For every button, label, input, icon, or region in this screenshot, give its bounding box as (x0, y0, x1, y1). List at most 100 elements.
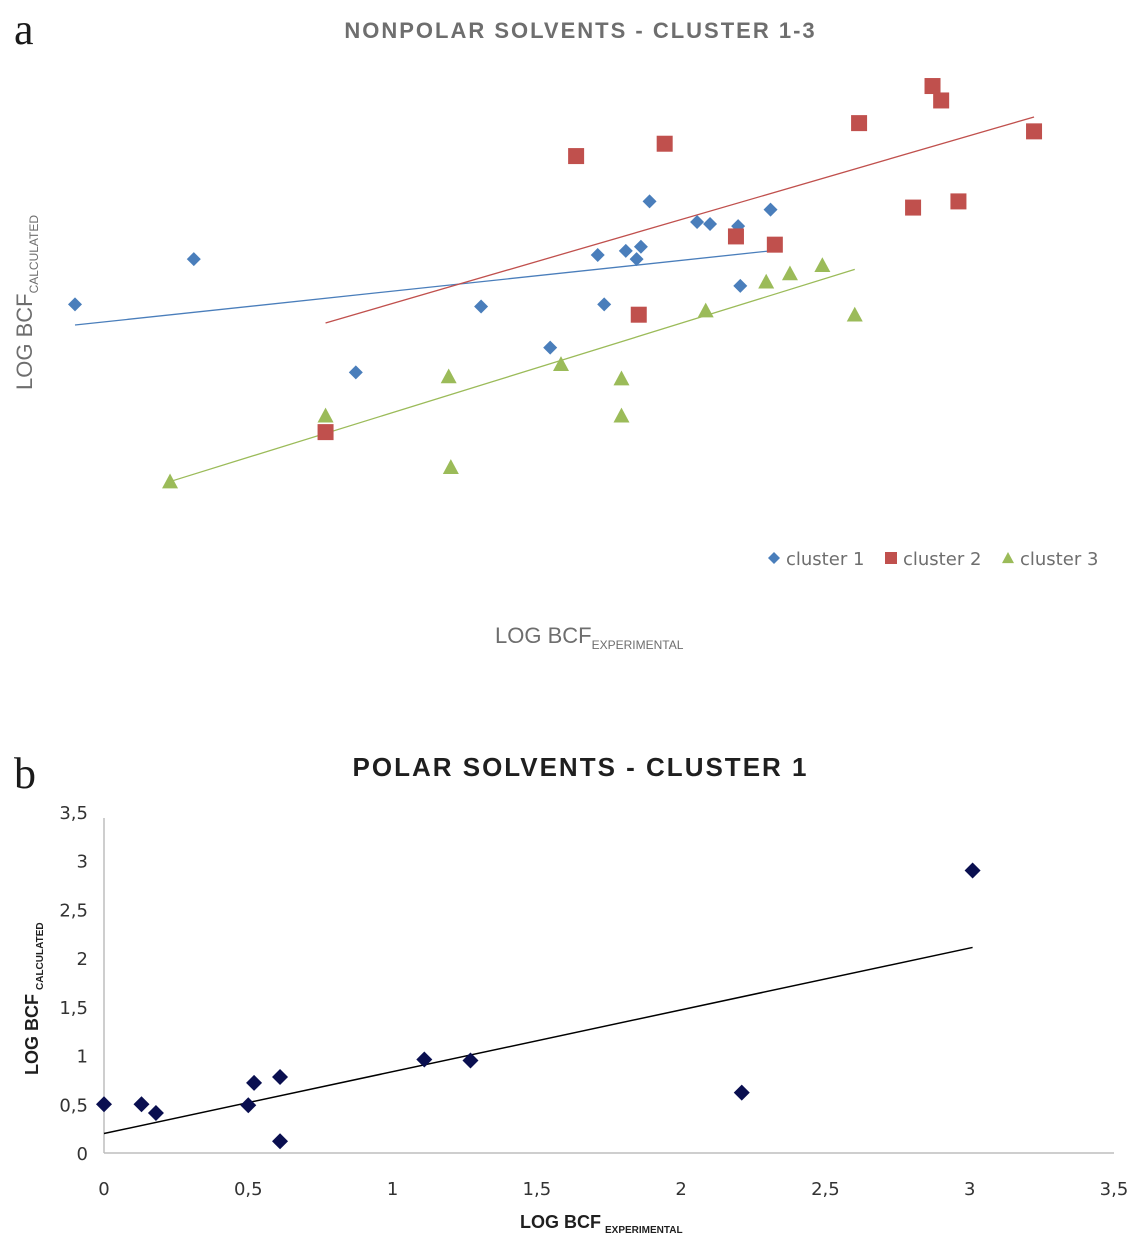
x-tick-label: 1,5 (523, 1179, 552, 1200)
legend-label-cluster-3: cluster 3 (1020, 549, 1098, 570)
x-tick-label: 2,5 (811, 1179, 840, 1200)
chart-a-points (68, 78, 1043, 489)
x-tick-label: 1 (387, 1179, 398, 1200)
chart-a-title: NONPOLAR SOLVENTS - CLUSTER 1-3 (344, 18, 817, 43)
data-point-cluster-3 (697, 302, 714, 318)
chart-a: cluster 1 cluster 2 cluster 3 LOG BCFEXPER… (12, 78, 1098, 652)
chart-b-y-axis-label-sub: CALCULATED (35, 922, 46, 990)
data-point-cluster-3 (613, 407, 630, 423)
data-point-cluster-2 (568, 148, 585, 165)
chart-b-y-axis-label-main: LOG BCF (22, 994, 42, 1075)
data-point-cluster-1 (733, 278, 748, 293)
data-point-cluster-3 (846, 306, 863, 322)
data-point-cluster-1 (186, 252, 201, 267)
data-point-cluster-2 (950, 193, 967, 210)
data-point-cluster-3 (440, 368, 457, 384)
panel-label-a: a (14, 5, 34, 54)
data-point-cluster-2 (727, 228, 744, 245)
data-point (147, 1105, 164, 1122)
chart-a-y-axis-label-main: LOG BCF (12, 293, 37, 390)
data-point (964, 862, 981, 879)
data-point-cluster-1 (633, 239, 648, 254)
data-point (240, 1097, 257, 1114)
data-point (133, 1096, 150, 1113)
trendline-cluster-3 (169, 268, 855, 483)
x-tick-label: 3 (964, 1179, 975, 1200)
y-tick-label: 3,5 (59, 803, 88, 824)
data-point-cluster-2 (851, 115, 868, 132)
chart-b-points (96, 862, 981, 1150)
data-point-cluster-2 (905, 199, 922, 216)
y-tick-label: 3 (77, 852, 88, 873)
panel-label-b: b (14, 749, 36, 798)
data-point (96, 1096, 112, 1113)
chart-b-y-axis-label: LOG BCF CALCULATED (22, 922, 46, 1075)
data-point-cluster-1 (348, 365, 363, 380)
trendline (103, 946, 973, 1135)
data-point-cluster-1 (543, 340, 558, 355)
data-point-cluster-3 (442, 459, 459, 474)
data-point-cluster-2 (317, 424, 334, 441)
y-tick-label: 1,5 (59, 998, 88, 1019)
data-point-cluster-3 (814, 257, 831, 273)
y-tick-label: 1 (77, 1047, 88, 1068)
data-point-cluster-3 (317, 407, 334, 423)
data-point-cluster-1 (642, 194, 657, 209)
data-point-cluster-1 (474, 299, 489, 314)
chart-a-legend: cluster 1 cluster 2 cluster 3 (768, 549, 1098, 570)
data-point-cluster-1 (590, 247, 605, 262)
y-tick-label: 2,5 (59, 900, 88, 921)
data-point-cluster-1 (68, 297, 82, 312)
data-point-cluster-1 (703, 217, 718, 232)
data-point-cluster-2 (924, 78, 941, 95)
chart-a-trendlines (74, 116, 1035, 483)
data-point (733, 1084, 750, 1101)
y-tick-label: 0,5 (59, 1095, 88, 1116)
data-point (272, 1069, 289, 1086)
data-point-cluster-1 (690, 215, 705, 229)
legend-marker-cluster-2 (885, 552, 897, 564)
legend-marker-cluster-1 (768, 552, 780, 564)
y-tick-label: 2 (77, 949, 88, 970)
data-point-cluster-3 (613, 370, 630, 386)
legend-label-cluster-1: cluster 1 (786, 549, 864, 570)
chart-b-x-axis-label-sub: EXPERIMENTAL (605, 1225, 683, 1236)
data-point-cluster-2 (1026, 123, 1043, 140)
data-point-cluster-1 (597, 297, 612, 312)
data-point-cluster-1 (763, 202, 778, 217)
data-point (272, 1133, 289, 1150)
chart-b-trendline (103, 946, 973, 1135)
x-tick-label: 0 (98, 1179, 109, 1200)
data-point (462, 1052, 479, 1069)
data-point-cluster-3 (162, 473, 179, 489)
x-tick-label: 2 (675, 1179, 686, 1200)
legend-label-cluster-2: cluster 2 (903, 549, 981, 570)
chart-b-x-ticks: 0 0,5 1 1,5 2 2,5 3 3,5 (98, 1179, 1128, 1200)
chart-a-x-axis-label-sub: EXPERIMENTAL (592, 638, 684, 652)
chart-b-x-axis-label-main: LOG BCF (520, 1212, 601, 1232)
data-point-cluster-2 (656, 135, 673, 152)
y-tick-label: 0 (77, 1144, 88, 1165)
data-point (246, 1074, 263, 1091)
chart-b-title: POLAR SOLVENTS - CLUSTER 1 (352, 752, 809, 782)
data-point-cluster-2 (933, 92, 950, 109)
data-point (416, 1051, 433, 1068)
data-point-cluster-1 (629, 252, 644, 267)
trendline-cluster-1 (74, 250, 771, 326)
chart-a-x-axis-label: LOG BCFEXPERIMENTAL (495, 623, 684, 652)
data-point-cluster-3 (781, 265, 798, 281)
chart-a-y-axis-label-sub: CALCULATED (27, 215, 41, 294)
data-point-cluster-2 (630, 306, 647, 323)
legend-marker-cluster-3 (1002, 552, 1014, 564)
data-point-cluster-3 (758, 273, 775, 289)
chart-a-x-axis-label-main: LOG BCF (495, 623, 592, 648)
x-tick-label: 3,5 (1100, 1179, 1129, 1200)
chart-b-x-axis-label: LOG BCF EXPERIMENTAL (520, 1212, 683, 1236)
x-tick-label: 0,5 (234, 1179, 263, 1200)
data-point-cluster-3 (553, 356, 569, 371)
data-point-cluster-1 (618, 243, 633, 258)
trendline-cluster-2 (325, 116, 1035, 324)
chart-b-y-ticks: 0 0,5 1 1,5 2 2,5 3 3,5 (59, 803, 88, 1165)
data-point-cluster-2 (766, 236, 783, 253)
